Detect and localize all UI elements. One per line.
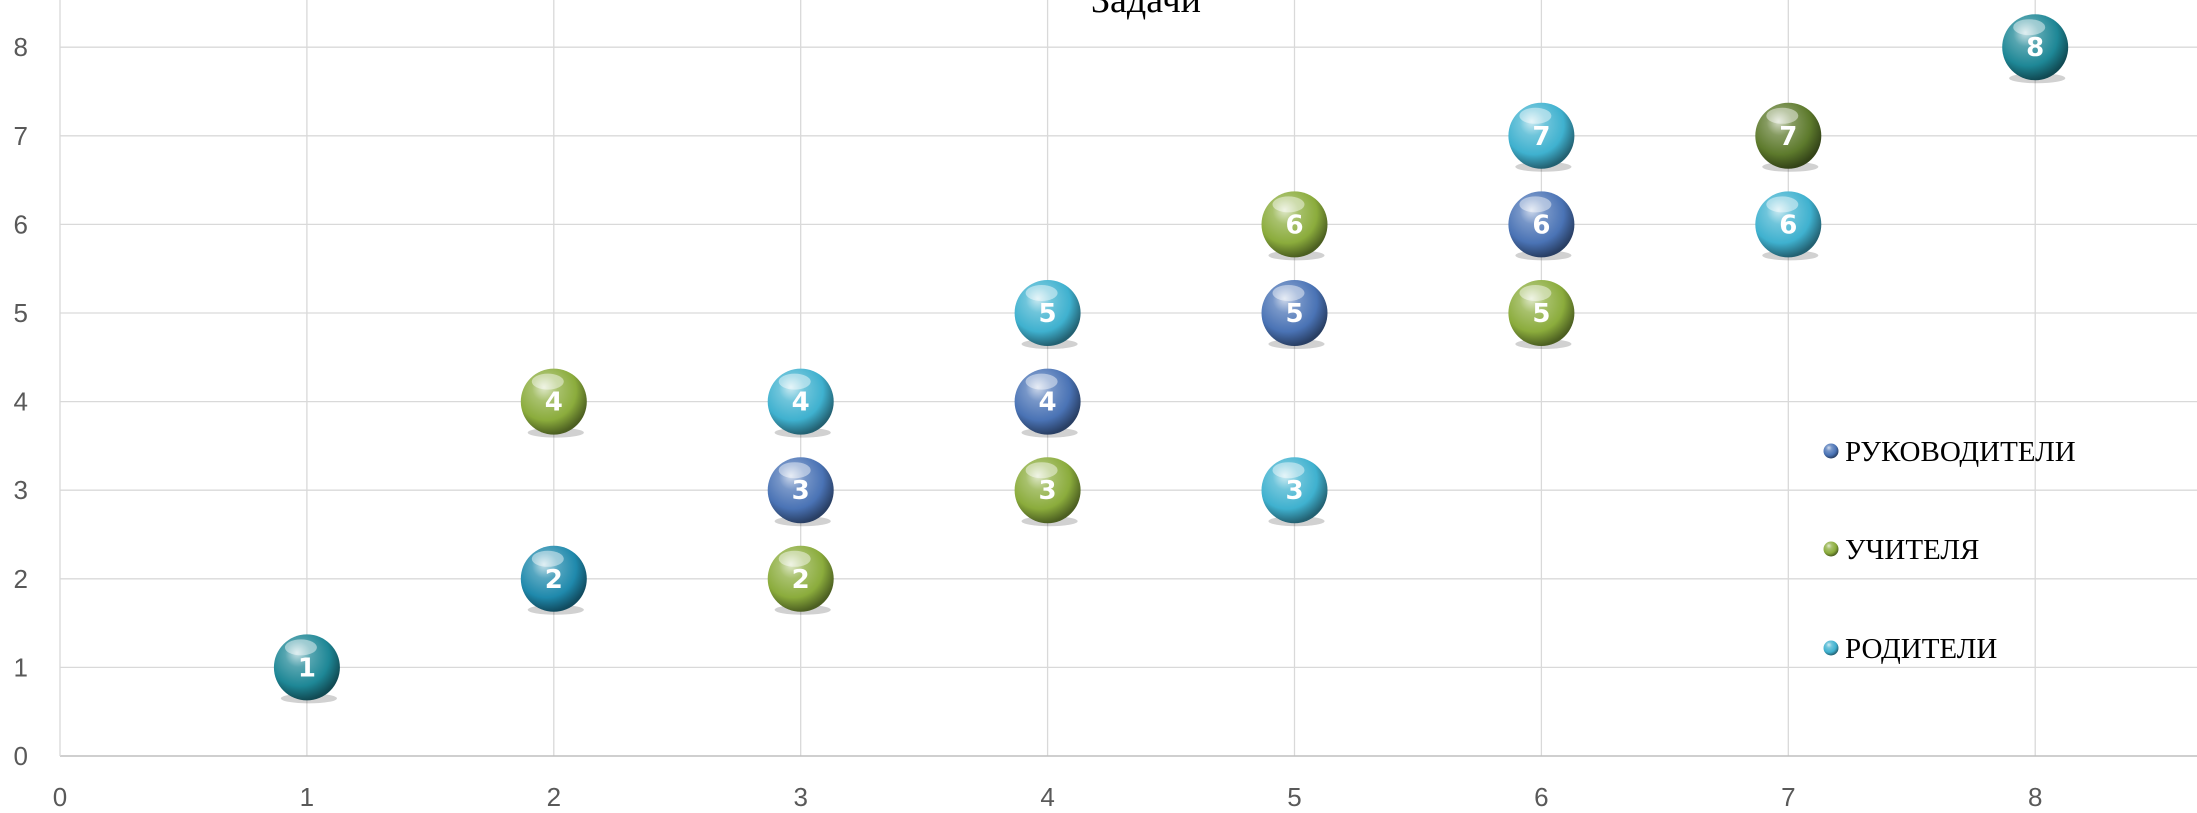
- data-point-label: 4: [1039, 388, 1057, 418]
- bubble-highlight: [2013, 19, 2046, 36]
- data-point-bubble: [1508, 191, 1575, 258]
- bubble-highlight: [1519, 285, 1552, 301]
- data-point-bubble: [1508, 280, 1575, 346]
- data-point-label: 4: [545, 388, 563, 418]
- legend-marker: [1823, 640, 1839, 656]
- bubble-highlight: [1766, 196, 1799, 213]
- data-point-bubble: [1014, 457, 1081, 524]
- x-tick-label: 7: [1781, 782, 1795, 812]
- bubble-highlight: [778, 550, 811, 567]
- bubble-highlight: [284, 639, 317, 656]
- x-tick-label: 3: [793, 782, 807, 812]
- legend-marker: [1823, 541, 1839, 557]
- y-tick-label: 5: [14, 298, 28, 328]
- legend: РУКОВОДИТЕЛИ УЧИТЕЛЯ РОДИТЕЛИ: [1823, 436, 2076, 665]
- y-tick-label: 1: [14, 652, 28, 682]
- legend-entry: УЧИТЕЛЯ: [1845, 534, 1979, 566]
- data-point-bubble: [273, 634, 340, 701]
- bubble-highlight: [1272, 285, 1305, 301]
- bubble-highlight: [1272, 462, 1305, 479]
- data-point-label: 1: [298, 653, 316, 683]
- legend-entry: РОДИТЕЛИ: [1845, 633, 1997, 665]
- y-tick-label: 6: [14, 209, 28, 239]
- data-point-label: 7: [1779, 122, 1797, 152]
- bubble-highlight: [1519, 196, 1552, 213]
- data-point-bubble: [1755, 191, 1822, 258]
- data-point-label: 7: [1532, 122, 1550, 152]
- data-point-bubble: [1014, 280, 1081, 346]
- data-point-bubble: [520, 368, 587, 435]
- tick-labels: 0 1 2 3 4 5 6 7 8 0 1 2 3 4 5 6 7 8: [14, 32, 2043, 812]
- data-point-bubble: [520, 545, 587, 612]
- data-point-label: 2: [792, 565, 810, 595]
- x-tick-label: 2: [547, 782, 561, 812]
- x-tick-label: 0: [53, 782, 67, 812]
- bubble-highlight: [1025, 373, 1058, 390]
- bubble-highlight: [531, 550, 564, 567]
- data-point-bubble: [1014, 368, 1081, 435]
- data-point-label: 3: [1285, 476, 1303, 506]
- x-tick-label: 5: [1287, 782, 1301, 812]
- x-tick-label: 6: [1534, 782, 1548, 812]
- data-point-label: 5: [1532, 299, 1550, 329]
- data-point-bubble: [1508, 102, 1575, 169]
- x-tick-label: 1: [300, 782, 314, 812]
- x-tick-label: 4: [1040, 782, 1054, 812]
- y-tick-label: 4: [14, 387, 28, 417]
- bubble-highlight: [1766, 107, 1799, 124]
- data-point-label: 2: [545, 565, 563, 595]
- bubble-highlight: [1025, 285, 1058, 301]
- data-point-bubble: [1261, 191, 1328, 258]
- bubble-highlight: [531, 373, 564, 390]
- bubble-highlight: [1272, 196, 1305, 213]
- legend-marker: [1823, 443, 1839, 459]
- axes: [59, 0, 2197, 757]
- bubble-highlight: [1025, 462, 1058, 479]
- y-tick-label: 7: [14, 121, 28, 151]
- data-point-label: 6: [1779, 210, 1797, 240]
- data-point-label: 5: [1039, 299, 1057, 329]
- data-point-label: 3: [792, 476, 810, 506]
- data-point-bubble: [1261, 457, 1328, 524]
- data-point-label: 5: [1285, 299, 1303, 329]
- data-point-bubble: [1261, 280, 1328, 346]
- data-points: 3 4 5 6 2 3 4 5 6 7 1 2 3 4 5 6 7 8: [273, 14, 2069, 704]
- data-point-label: 6: [1285, 210, 1303, 240]
- legend-entry: РУКОВОДИТЕЛИ: [1845, 436, 2076, 468]
- data-point-bubble: [2002, 14, 2069, 81]
- data-point-label: 6: [1532, 210, 1550, 240]
- data-point-label: 8: [2026, 33, 2044, 63]
- y-tick-label: 8: [14, 32, 28, 62]
- data-point-bubble: [767, 368, 834, 435]
- data-point-label: 3: [1039, 476, 1057, 506]
- data-point-bubble: [767, 457, 834, 524]
- bubble-highlight: [778, 462, 811, 479]
- y-tick-label: 2: [14, 564, 28, 594]
- y-tick-label: 3: [14, 475, 28, 505]
- data-point-bubble: [767, 545, 834, 612]
- data-point-bubble: [1755, 102, 1822, 169]
- bubble-highlight: [778, 373, 811, 390]
- chart-title: Задачи: [1091, 0, 1201, 21]
- y-tick-label: 0: [14, 741, 28, 771]
- data-point-label: 4: [792, 388, 810, 418]
- bubble-highlight: [1519, 107, 1552, 124]
- x-tick-label: 8: [2028, 782, 2042, 812]
